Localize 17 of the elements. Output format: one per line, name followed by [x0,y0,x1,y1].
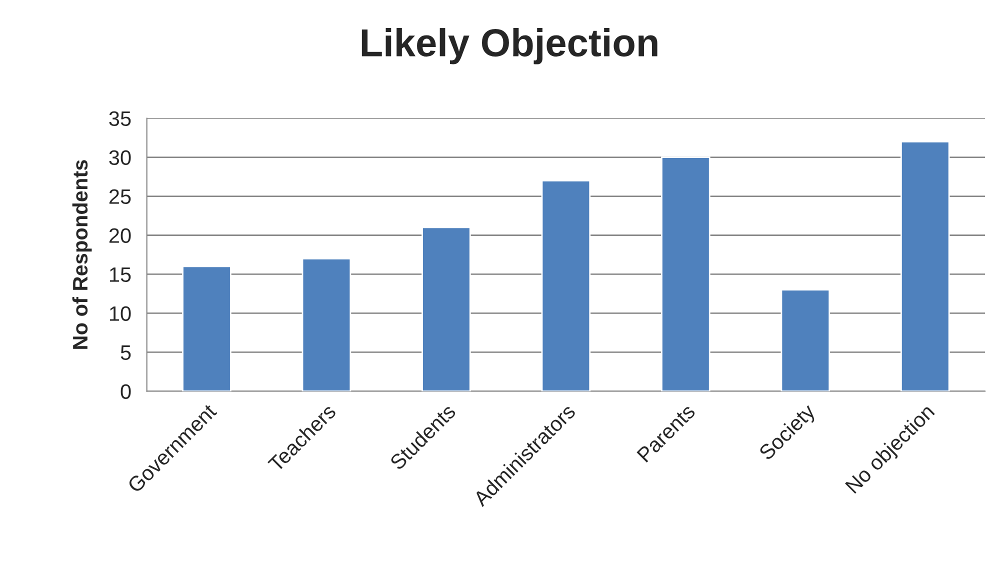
y-tick-label: 35 [109,111,131,126]
y-tick-label: 5 [120,345,131,360]
chart-title: Likely Objection [362,28,658,64]
y-tick-label: 10 [110,306,131,321]
y-axis-title: No of Respondents [72,160,92,349]
bar [900,140,950,392]
y-tick-label: 15 [110,267,131,282]
bar [182,266,232,392]
bar [780,289,830,392]
y-tick-label: 0 [120,384,131,399]
y-tick-label: 30 [109,150,131,166]
y-tick-label: 25 [109,189,131,204]
bar [302,258,352,392]
bar [422,226,471,392]
bar [541,180,591,392]
bar [661,156,710,392]
y-tick-label: 20 [109,228,131,244]
